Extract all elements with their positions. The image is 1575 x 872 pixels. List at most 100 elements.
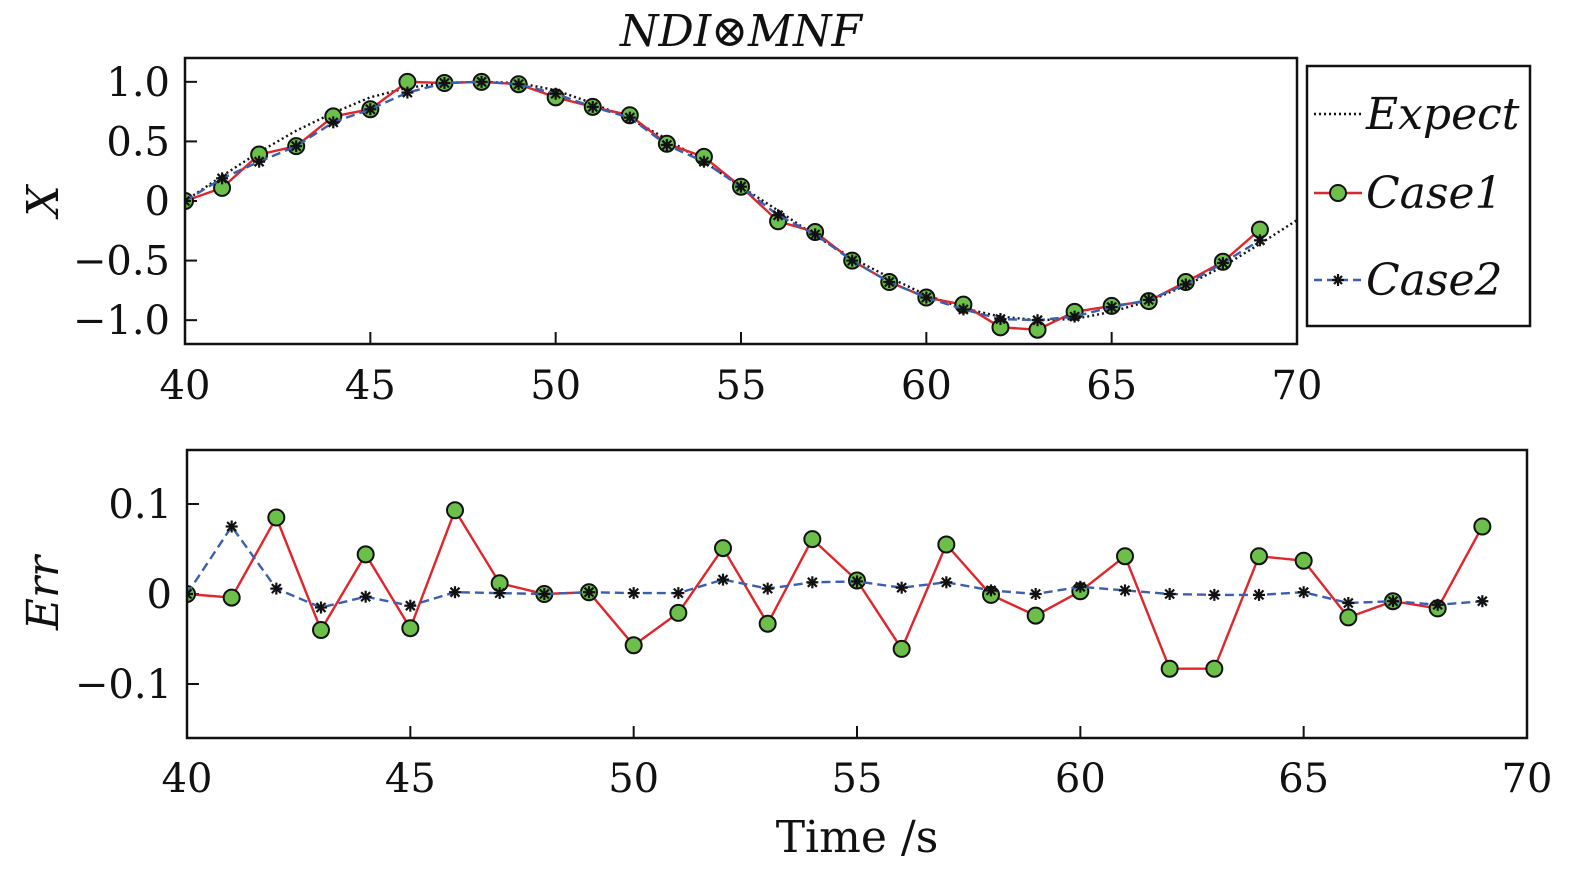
data-point-case2	[290, 140, 303, 153]
data-point-case1	[222, 588, 241, 607]
data-point-case2	[623, 111, 636, 124]
data-point-case1	[714, 539, 732, 558]
series-line-case1	[187, 509, 1484, 670]
data-point-case2	[1179, 278, 1192, 291]
chart-title: NDI⊗MNF	[619, 6, 864, 57]
legend-marker-case1	[1329, 184, 1347, 202]
data-point-case2	[660, 138, 673, 151]
data-point-case2	[985, 584, 997, 597]
data-point-case2	[1105, 301, 1118, 314]
data-point-case2	[187, 588, 193, 600]
x-tick-label: 65	[1278, 756, 1329, 802]
series-line-case2	[185, 80, 1261, 322]
data-point-case2	[772, 209, 785, 222]
data-point-case2	[895, 581, 908, 594]
data-point-case2	[475, 75, 488, 88]
error-chart: Err Time /s 40 45 50 55 60 65 70 0.1 0 −0.1	[18, 448, 1553, 863]
data-point-case1	[267, 508, 286, 527]
data-point-case2	[253, 155, 266, 168]
data-point-case1	[803, 530, 822, 549]
data-point-case1	[1250, 547, 1268, 566]
data-point-case2	[851, 575, 863, 588]
series-line-expect	[185, 80, 1297, 322]
data-point-case2	[1119, 584, 1131, 597]
data-point-case2	[270, 582, 283, 595]
position-chart: NDI⊗MNF X 40 45 50 55 60 65 70 1.0 0.5 0 −0.5 −1.0	[18, 6, 1322, 409]
data-point-case2	[1068, 310, 1081, 323]
legend: Expect Case1 Case2	[1305, 64, 1532, 328]
data-point-case2	[438, 77, 451, 90]
data-point-case2	[1387, 595, 1399, 608]
data-point-case2	[1476, 595, 1489, 608]
data-point-case1	[758, 614, 777, 633]
y-tick-label: 1.0	[106, 60, 170, 106]
tick-group: 40 45 50 55 60 65 70 1.0 0.5 0 −0.5 −1.0	[73, 60, 1323, 409]
data-point-case2	[404, 599, 417, 612]
data-point-case2	[327, 116, 340, 129]
data-point-case2	[735, 180, 747, 193]
data-point-case2	[1342, 597, 1355, 609]
data-point-case2	[1031, 314, 1044, 327]
data-point-case2	[846, 254, 859, 267]
data-point-case2	[493, 587, 506, 600]
data-point-case2	[583, 586, 595, 599]
data-point-case2	[449, 586, 461, 599]
data-point-case2	[586, 100, 599, 113]
legend-label-case1: Case1	[1366, 168, 1503, 219]
y-tick-label: −0.5	[73, 239, 170, 285]
data-point-case2	[185, 195, 191, 207]
data-point-case2	[1297, 586, 1310, 599]
data-point-case1	[1205, 659, 1224, 678]
axes-frame	[183, 56, 1299, 346]
data-point-case2	[994, 312, 1007, 325]
y-axis-label: X	[18, 184, 69, 220]
data-point-case1	[937, 535, 956, 554]
axes-frame	[185, 448, 1529, 740]
data-point-case2	[806, 576, 819, 589]
data-point-case1	[1339, 608, 1358, 627]
series-line-case2	[187, 525, 1483, 609]
data-point-case2	[1163, 588, 1176, 600]
tick-group: 40 45 50 55 60 65 70 0.1 0 −0.1	[75, 482, 1553, 802]
data-point-case1	[446, 501, 464, 520]
data-point-case2	[512, 78, 525, 91]
data-point-case2	[940, 576, 953, 589]
data-point-case2	[1074, 580, 1087, 593]
y-tick-label: 0.1	[108, 482, 172, 528]
data-point-case1	[669, 603, 688, 622]
data-point-case2	[1253, 234, 1266, 247]
data-point-case2	[225, 520, 238, 533]
data-point-case1	[401, 619, 420, 638]
data-point-case1	[624, 636, 643, 655]
legend-label-case2: Case2	[1366, 255, 1503, 306]
data-point-case2	[359, 590, 372, 603]
x-axis-label: Time /s	[776, 812, 939, 863]
data-point-case2	[672, 587, 685, 600]
data-point-case2	[883, 276, 896, 289]
data-point-case1	[312, 621, 330, 639]
data-point-case2	[1208, 588, 1221, 601]
data-point-case2	[627, 587, 640, 600]
x-tick-label: 70	[1272, 363, 1323, 409]
data-point-case2	[216, 172, 229, 185]
data-point-case2	[1029, 588, 1042, 600]
x-tick-label: 40	[162, 756, 213, 802]
data-point-case1	[1116, 547, 1134, 566]
x-tick-label: 65	[1086, 363, 1137, 409]
x-tick-label: 70	[1502, 756, 1553, 802]
y-tick-label: 0	[145, 179, 170, 225]
y-axis-label: Err	[18, 553, 69, 631]
data-point-case2	[809, 228, 822, 241]
data-point-case2	[697, 155, 710, 168]
data-point-case2	[920, 291, 933, 304]
data-point-case2	[1142, 293, 1155, 306]
x-tick-label: 40	[160, 363, 211, 409]
data-point-case2	[1431, 598, 1444, 611]
data-point-case1	[356, 545, 375, 564]
legend-label-expect: Expect	[1365, 89, 1520, 140]
y-tick-label: −0.1	[75, 662, 172, 708]
data-point-case1	[1026, 606, 1045, 625]
data-point-case2	[549, 87, 562, 100]
x-tick-label: 60	[901, 363, 952, 409]
